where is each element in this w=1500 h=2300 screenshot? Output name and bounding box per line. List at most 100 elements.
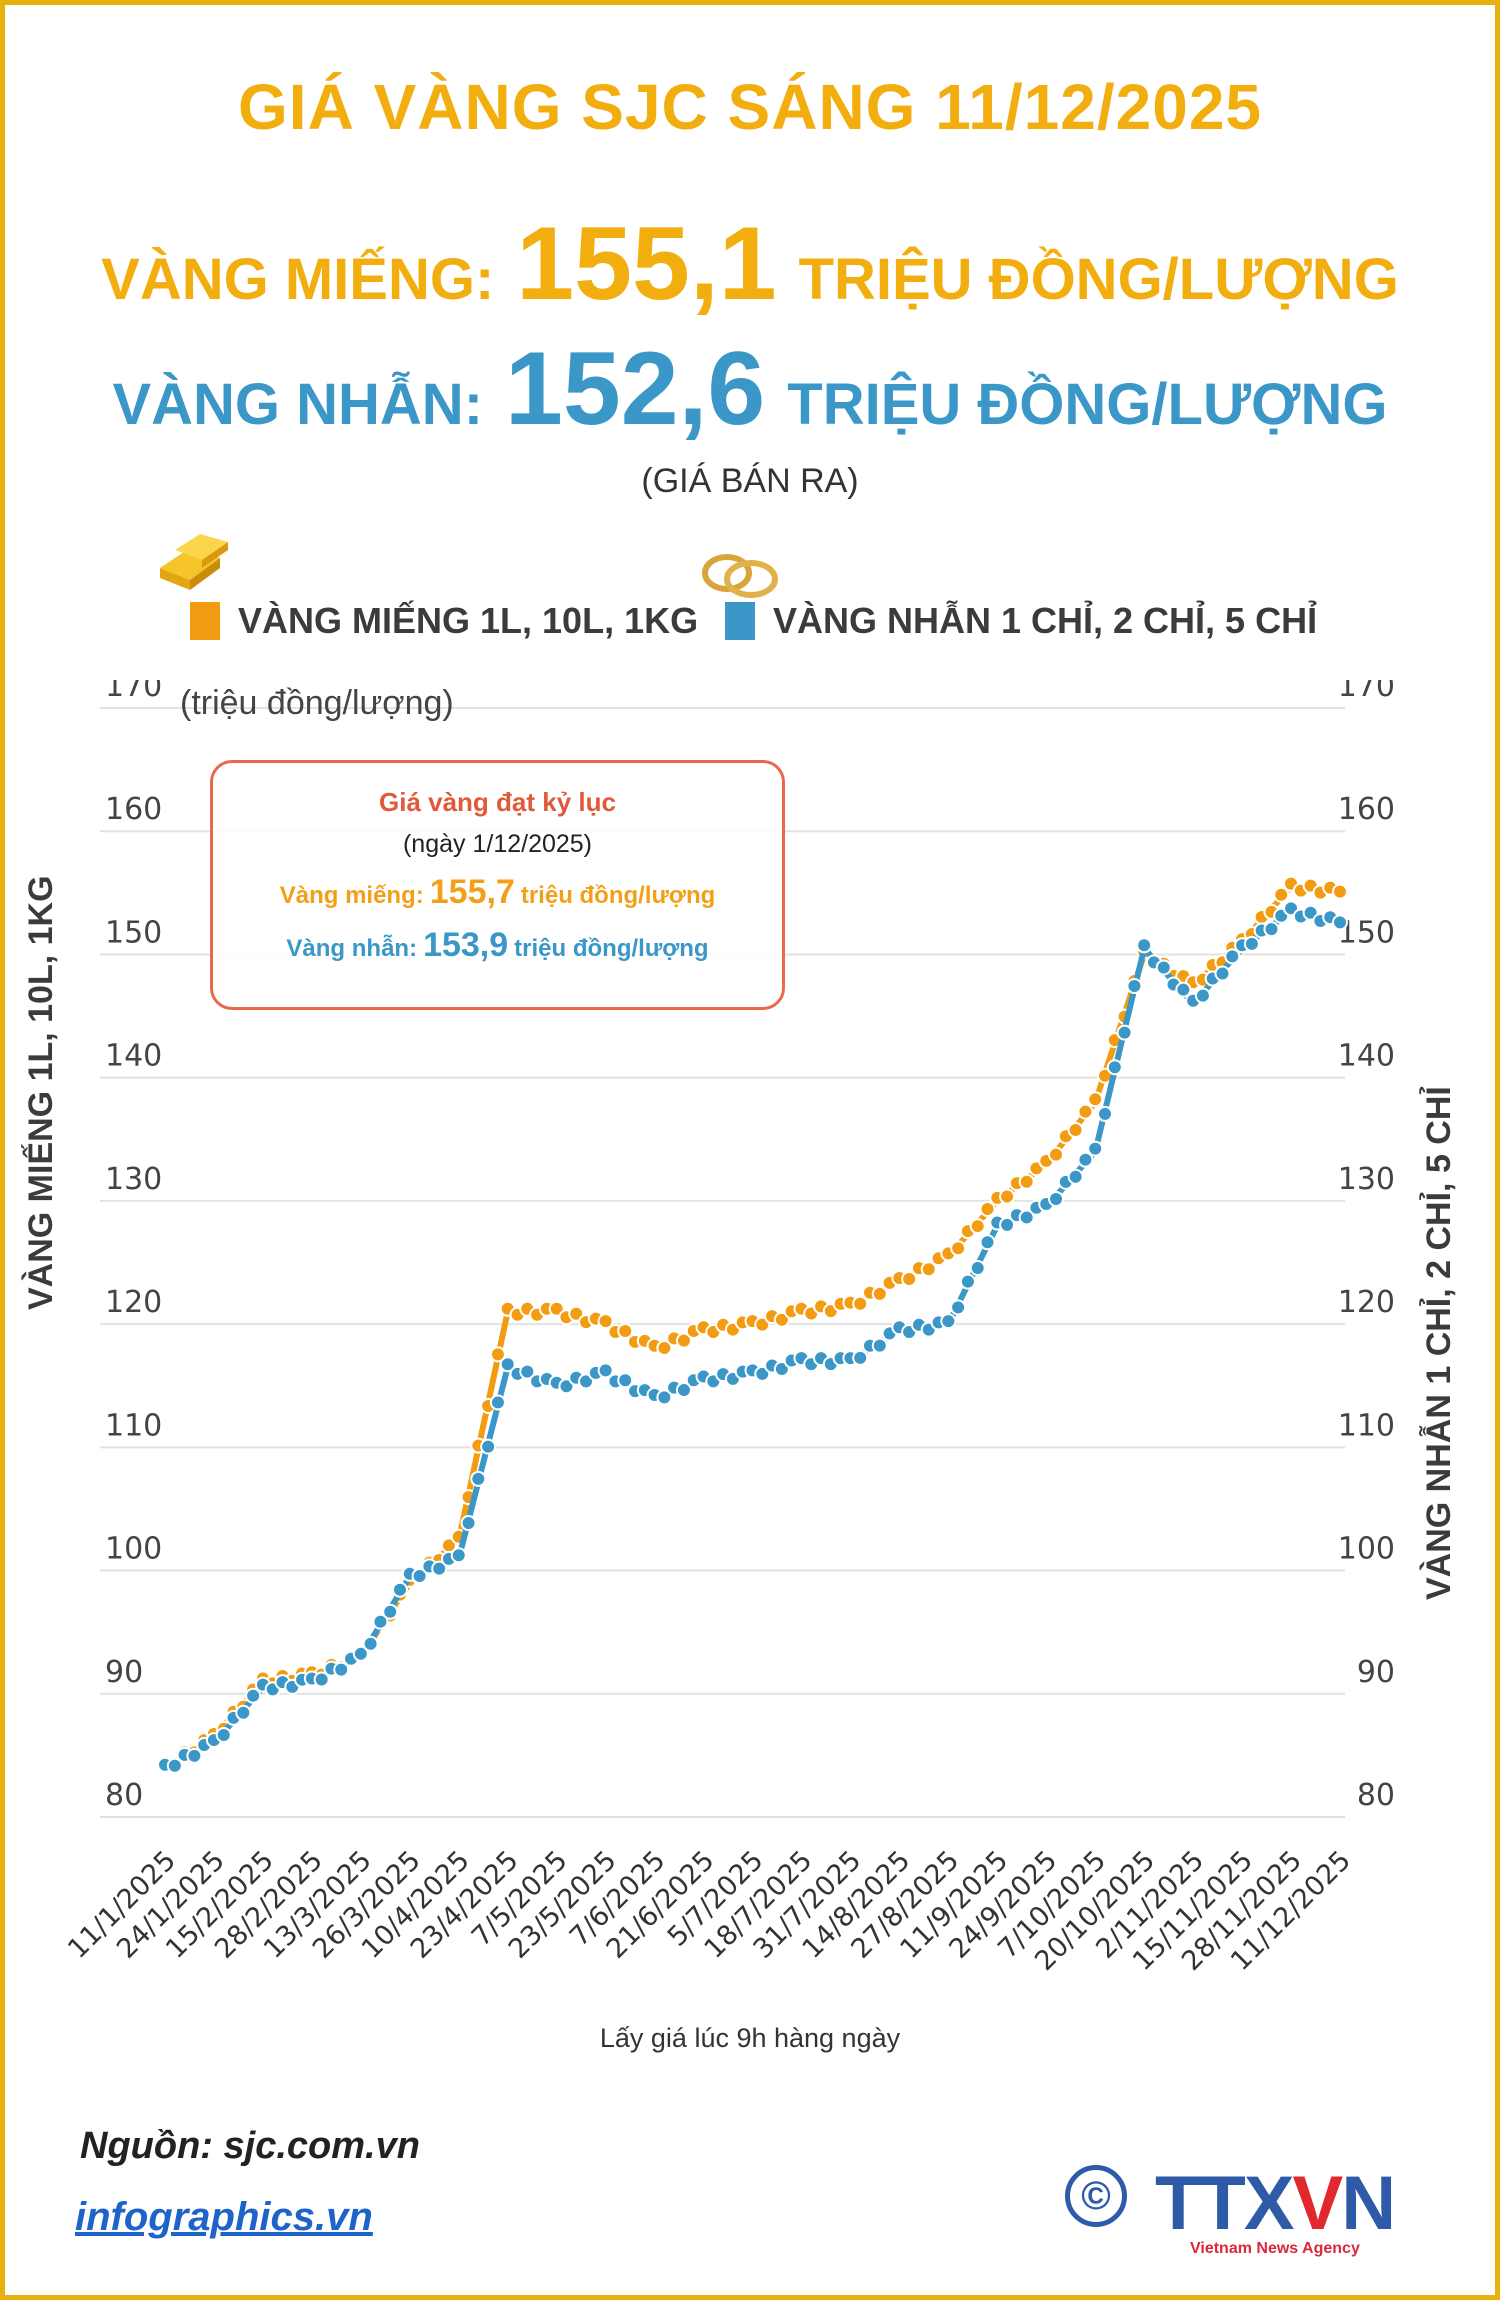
data-point — [871, 1285, 888, 1302]
chart-legend: VÀNG MIẾNG 1L, 10L, 1KG VÀNG NHẪN 1 CHỈ,… — [0, 534, 1500, 660]
legend-item-gold-ring: VÀNG NHẪN 1 CHỈ, 2 CHỈ, 5 CHỈ — [725, 600, 1317, 642]
data-point — [617, 1322, 634, 1339]
data-point — [519, 1363, 536, 1380]
data-point — [969, 1218, 986, 1235]
gold-ring-price-unit: TRIỆU ĐỒNG/LƯỢNG — [787, 372, 1388, 437]
data-point — [392, 1581, 408, 1598]
data-point — [1273, 886, 1290, 903]
record-gold-bar-unit: triệu đồng/lượng — [520, 882, 716, 909]
record-title: Giá vàng đạt kỷ lục — [379, 787, 616, 817]
page-title: GIÁ VÀNG SJC SÁNG 11/12/2025 — [238, 71, 1262, 143]
y-tick-right: 130 — [1338, 1162, 1395, 1197]
y-axis-title-left: VÀNG MIẾNG 1L, 10L, 1KG — [22, 875, 60, 1310]
data-point — [1263, 921, 1280, 938]
data-point — [1077, 1103, 1094, 1120]
data-point — [940, 1313, 957, 1330]
data-point — [235, 1704, 252, 1721]
data-point — [382, 1603, 399, 1620]
logo-text: TTXVN — [1155, 2161, 1396, 2246]
data-point — [578, 1373, 595, 1390]
legend-item-gold-bar: VÀNG MIẾNG 1L, 10L, 1KG — [190, 600, 698, 642]
data-point — [558, 1378, 575, 1395]
gold-ring-line — [163, 908, 1341, 1771]
data-point — [568, 1305, 585, 1322]
y-tick-right: 80 — [1357, 1778, 1395, 1813]
gold-bar-price-unit: TRIỆU ĐỒNG/LƯỢNG — [798, 247, 1399, 312]
record-gold-ring-value: 153,9 — [423, 926, 509, 964]
data-point — [1243, 935, 1260, 952]
data-point — [999, 1216, 1016, 1233]
y-tick-right: 140 — [1338, 1039, 1395, 1074]
data-point — [450, 1547, 467, 1564]
record-gold-bar-label: Vàng miếng: — [279, 882, 424, 909]
record-gold-bar-value: 155,7 — [429, 873, 515, 911]
gold-bar-price-label: VÀNG MIẾNG: — [101, 247, 495, 312]
data-point — [1018, 1209, 1035, 1226]
data-point — [901, 1271, 918, 1288]
data-point — [597, 1313, 614, 1330]
data-point — [186, 1747, 203, 1764]
data-point — [480, 1438, 497, 1455]
data-point — [754, 1316, 771, 1333]
data-point — [920, 1261, 937, 1278]
gold-bar-price-value: 155,1 — [516, 206, 777, 322]
data-point — [1048, 1146, 1065, 1163]
source-credit: Nguồn: sjc.com.vn — [80, 2125, 420, 2167]
data-point — [656, 1389, 673, 1406]
data-point — [1097, 1105, 1113, 1122]
y-tick-right: 120 — [1338, 1285, 1395, 1320]
data-point — [372, 1613, 389, 1630]
legend-label-gold-ring: VÀNG NHẪN 1 CHỈ, 2 CHỈ, 5 CHỈ — [773, 600, 1318, 641]
gold-rings-icon — [702, 554, 778, 598]
data-point — [754, 1365, 771, 1382]
y-tick-left: 160 — [105, 792, 162, 827]
data-point — [1214, 965, 1231, 982]
gold-bar-price: VÀNG MIẾNG: 155,1 TRIỆU ĐỒNG/LƯỢNG — [0, 205, 1500, 324]
data-point — [852, 1349, 869, 1366]
data-point — [999, 1188, 1016, 1205]
gold-ring-price-label: VÀNG NHẪN: — [112, 372, 484, 437]
data-point — [871, 1337, 888, 1354]
y-tick-left: 150 — [105, 915, 162, 950]
record-gold-bar: Vàng miếng: 155,7 triệu đồng/lượng — [213, 873, 782, 912]
data-point — [1018, 1173, 1035, 1190]
data-point — [1048, 1190, 1065, 1207]
data-point — [313, 1671, 330, 1688]
data-point — [470, 1470, 487, 1487]
data-point — [979, 1234, 996, 1251]
legend-swatch-gold-bar — [190, 602, 220, 640]
y-tick-right: 110 — [1338, 1408, 1395, 1443]
data-point — [215, 1726, 232, 1743]
data-point — [1224, 948, 1241, 965]
data-point — [1116, 1024, 1133, 1041]
data-point — [548, 1300, 565, 1317]
data-point — [675, 1332, 692, 1349]
y-tick-left: 110 — [105, 1408, 162, 1443]
data-point — [1332, 883, 1348, 900]
data-point — [675, 1381, 692, 1398]
ttxvn-logo: © TTXVN Vietnam News Agency — [1065, 2160, 1445, 2270]
record-gold-ring-label: Vàng nhẫn: — [286, 935, 418, 962]
data-point — [1126, 977, 1143, 994]
data-point — [950, 1240, 967, 1257]
record-date: (ngày 1/12/2025) — [402, 830, 593, 858]
y-tick-right: 100 — [1338, 1532, 1395, 1567]
data-point — [245, 1687, 262, 1704]
legend-swatch-gold-ring — [725, 602, 755, 640]
data-point — [489, 1394, 506, 1411]
copyright-icon: © — [1065, 2165, 1127, 2227]
data-point — [333, 1661, 350, 1678]
data-point — [656, 1340, 673, 1357]
data-point — [950, 1299, 967, 1316]
y-tick-left: 100 — [105, 1532, 162, 1567]
data-point — [773, 1311, 790, 1328]
data-point — [959, 1273, 976, 1290]
y-tick-left: 140 — [105, 1039, 162, 1074]
site-link[interactable]: infographics.vn — [75, 2195, 373, 2239]
legend-label-gold-bar: VÀNG MIẾNG 1L, 10L, 1KG — [238, 600, 699, 641]
y-axis-unit: (triệu đồng/lượng) — [180, 684, 454, 722]
line-chart: 80 80 90 90 100 100 110 110 120 120 130 130 140 140 15… — [62, 680, 1395, 1977]
data-point — [499, 1356, 516, 1373]
data-point — [1067, 1121, 1084, 1138]
